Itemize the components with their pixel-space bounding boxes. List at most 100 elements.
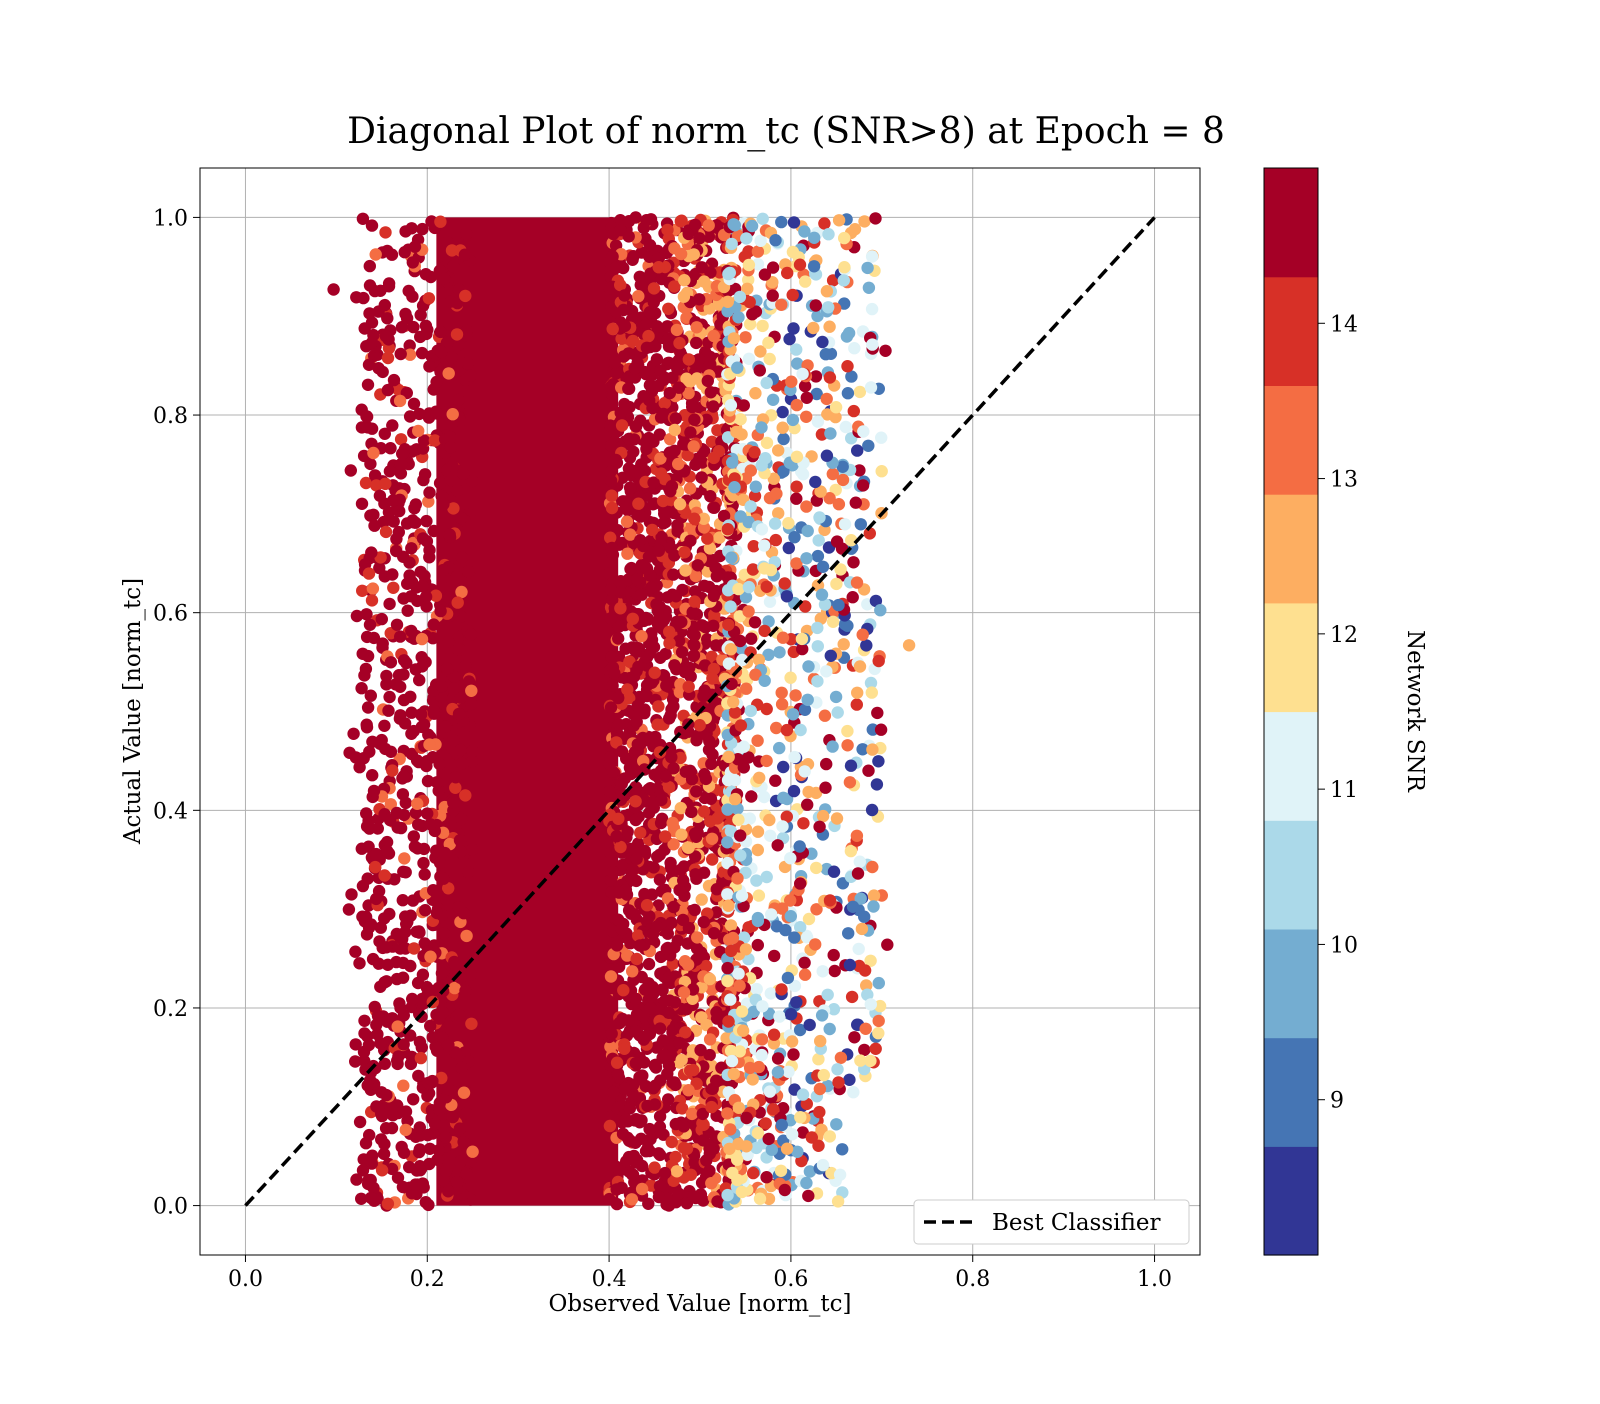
scatter-point [435,345,448,359]
scatter-point [379,226,392,239]
scatter-point [399,1105,413,1118]
scatter-point [798,968,812,981]
scatter-point [365,336,379,349]
scatter-point [370,892,383,906]
scatter-point [870,778,884,791]
y-tick-label: 1.0 [153,206,188,231]
scatter-point [367,1181,380,1195]
scatter-point [394,458,408,471]
scatter-point [688,639,701,652]
scatter-point [823,1130,836,1143]
scatter-point [842,326,856,340]
scatter-point [793,840,806,853]
scatter-point [360,630,374,644]
scatter-point [454,845,467,858]
scatter-point [646,523,659,537]
scatter-point [832,598,845,612]
scatter-point [790,557,803,570]
scatter-point [378,869,391,882]
scatter-point [695,1011,708,1024]
scatter-point [365,594,379,607]
scatter-point [776,421,789,434]
scatter-point [750,982,763,996]
scatter-point [390,544,403,558]
scatter-point [627,250,640,263]
scatter-point [603,751,617,764]
scatter-point [862,764,875,777]
scatter-point [854,518,867,531]
scatter-point [784,671,797,684]
scatter-point [853,464,866,477]
scatter-point [683,375,697,388]
scatter-point [633,939,647,952]
scatter-point [616,1127,630,1141]
scatter-point [673,1036,686,1050]
scatter-point [453,834,467,847]
scatter-point [731,802,744,815]
scatter-point [359,476,373,490]
scatter-point [688,629,701,642]
scatter-point [630,715,643,728]
scatter-point [627,1149,641,1163]
scatter-point [810,861,823,875]
scatter-point [350,609,364,623]
best-classifier-line [244,216,1156,1207]
y-tick-label: 0.8 [153,404,188,429]
scatter-point [647,282,661,295]
scatter-point [798,703,812,716]
scatter-point [816,809,830,823]
scatter-point [657,517,670,530]
scatter-point [454,743,467,757]
scatter-point [703,735,716,748]
scatter-point [358,1027,371,1040]
scatter-point [683,482,697,495]
scatter-point [407,724,420,738]
scatter-point [640,899,654,912]
scatter-point [731,872,744,885]
scatter-point [697,512,710,525]
scatter-point [447,734,460,747]
scatter-point [390,532,403,546]
scatter-point [873,999,887,1013]
scatter-point [672,634,686,648]
scatter-point [751,914,765,928]
scatter-point [749,480,762,493]
scatter-point [780,1142,794,1155]
scatter-point [768,517,782,530]
scatter-point [869,212,882,225]
y-tick-label: 0.6 [153,602,188,627]
scatter-point [654,452,667,465]
scatter-point [845,370,858,383]
scatter-point [725,551,738,564]
scatter-point [831,706,844,719]
scatter-point [674,751,687,765]
scatter-point [731,361,744,374]
scatter-point [810,903,823,916]
scatter-point [809,475,822,489]
scatter-point [688,595,701,608]
x-axis-label: Observed Value [norm_tc] [549,1291,852,1317]
scatter-point [342,903,356,916]
scatter-point [755,1048,768,1062]
scatter-point [394,630,407,643]
scatter-point [705,435,719,448]
scatter-point [856,743,869,756]
scatter-point [749,668,762,681]
scatter-point [385,1162,399,1176]
scatter-point [459,660,472,673]
scatter-point [629,992,643,1005]
scatter-point [794,921,807,934]
scatter-point [380,835,394,849]
scatter-point [610,367,623,380]
scatter-point [745,632,758,645]
scatter-point [630,1008,644,1021]
scatter-point [721,856,734,870]
scatter-point [634,510,647,523]
scatter-point [664,856,677,870]
scatter-point [455,585,468,599]
colorbar-segment [1264,168,1318,278]
scatter-point [668,996,682,1009]
scatter-point [430,375,443,389]
scatter-point [867,889,881,902]
scatter-point [665,703,678,716]
